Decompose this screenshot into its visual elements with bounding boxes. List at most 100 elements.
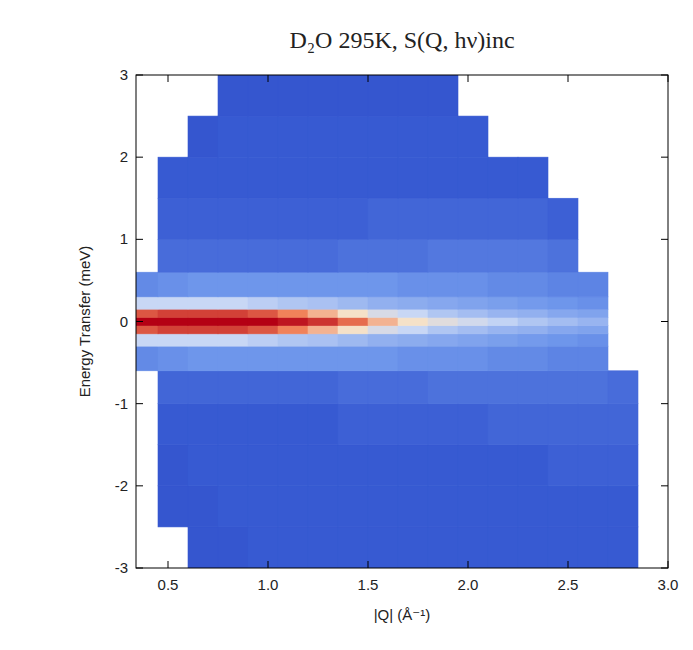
heatmap-cell xyxy=(608,527,638,568)
heatmap-cell xyxy=(458,527,488,568)
heatmap-cell xyxy=(188,239,218,272)
heatmap-cell xyxy=(488,371,518,404)
heatmap-cell xyxy=(136,317,158,325)
heatmap-cell xyxy=(308,346,338,371)
heatmap-cell xyxy=(188,334,218,346)
heatmap-cell xyxy=(518,486,548,527)
heatmap-cell xyxy=(158,309,188,317)
x-tick-label: 1.5 xyxy=(358,576,379,593)
heatmap-cell xyxy=(188,198,218,239)
heatmap-cell xyxy=(278,309,308,317)
heatmap-cell xyxy=(218,404,248,445)
heatmap-cell xyxy=(188,346,218,371)
heatmap-cell xyxy=(308,116,338,157)
heatmap-cell xyxy=(278,326,308,334)
heatmap-cell xyxy=(518,157,548,198)
y-tick xyxy=(661,75,668,76)
heatmap-cell xyxy=(428,346,458,371)
x-tick xyxy=(168,561,169,568)
heatmap-cell xyxy=(308,317,338,325)
heatmap-cell xyxy=(488,239,518,272)
heatmap-cell xyxy=(248,116,278,157)
heatmap-cell xyxy=(158,198,188,239)
heatmap-cell xyxy=(398,527,428,568)
heatmap-cell xyxy=(518,317,548,325)
heatmap-cell xyxy=(518,445,548,486)
heatmap-cell xyxy=(398,346,428,371)
x-tick xyxy=(368,75,369,82)
heatmap-cell xyxy=(428,317,458,325)
heatmap-cell xyxy=(578,317,608,325)
y-tick-label: -1 xyxy=(115,395,128,412)
heatmap-cell xyxy=(308,371,338,404)
heatmap-cell xyxy=(578,486,608,527)
heatmap-cell xyxy=(398,116,428,157)
heatmap-cell xyxy=(158,297,188,309)
y-tick-label: 2 xyxy=(120,148,128,165)
heatmap-cell xyxy=(308,404,338,445)
heatmap-cell xyxy=(188,371,218,404)
heatmap-cell xyxy=(398,334,428,346)
x-axis-title: |Q| (Å⁻¹) xyxy=(374,606,431,623)
heatmap-cell xyxy=(136,309,158,317)
heatmap-cell xyxy=(338,404,368,445)
heatmap-cell xyxy=(368,116,398,157)
y-tick xyxy=(661,568,668,569)
y-tick-label: 0 xyxy=(120,313,128,330)
heatmap-cell xyxy=(548,371,578,404)
heatmap-cell xyxy=(488,445,518,486)
y-tick xyxy=(136,75,143,76)
heatmap-cell xyxy=(188,116,218,157)
y-tick-label: -3 xyxy=(115,559,128,576)
heatmap-cell xyxy=(218,346,248,371)
heatmap-cell xyxy=(158,404,188,445)
heatmap-cell xyxy=(518,334,548,346)
heatmap-cell xyxy=(578,404,608,445)
heatmap-cell xyxy=(158,445,188,486)
y-tick xyxy=(136,568,143,569)
heatmap-cell xyxy=(308,198,338,239)
heatmap-cell xyxy=(338,527,368,568)
heatmap-cell xyxy=(578,334,608,346)
heatmap-cell xyxy=(578,527,608,568)
heatmap-cell xyxy=(398,272,428,297)
heatmap-cell xyxy=(518,198,548,239)
heatmap-cell xyxy=(248,157,278,198)
heatmap-cell xyxy=(218,445,248,486)
heatmap-cell xyxy=(158,239,188,272)
heatmap-cells xyxy=(136,75,638,568)
heatmap-cell xyxy=(188,445,218,486)
heatmap-cell xyxy=(548,486,578,527)
heatmap-cell xyxy=(428,272,458,297)
heatmap-cell xyxy=(608,486,638,527)
heatmap-cell xyxy=(278,239,308,272)
heatmap-cell xyxy=(518,326,548,334)
heatmap-cell xyxy=(136,326,158,334)
heatmap-cell xyxy=(218,326,248,334)
y-tick xyxy=(136,321,143,322)
heatmap-cell xyxy=(428,404,458,445)
heatmap-cell xyxy=(458,346,488,371)
heatmap-cell xyxy=(218,75,248,116)
x-tick xyxy=(468,561,469,568)
heatmap-cell xyxy=(368,272,398,297)
heatmap-cell xyxy=(248,527,278,568)
heatmap-cell xyxy=(398,75,428,116)
heatmap-cell xyxy=(278,297,308,309)
heatmap-cell xyxy=(338,445,368,486)
x-tick xyxy=(568,75,569,82)
heatmap-cell xyxy=(136,334,158,346)
heatmap-cell xyxy=(548,527,578,568)
heatmap-cell xyxy=(248,371,278,404)
heatmap-cell xyxy=(218,239,248,272)
heatmap-cell xyxy=(158,272,188,297)
y-tick xyxy=(661,239,668,240)
heatmap-cell xyxy=(428,334,458,346)
x-tick xyxy=(168,75,169,82)
heatmap-cell xyxy=(188,309,218,317)
heatmap-cell xyxy=(308,527,338,568)
heatmap-cell xyxy=(278,346,308,371)
heatmap-cell xyxy=(188,317,218,325)
heatmap-cell xyxy=(308,297,338,309)
heatmap-cell xyxy=(548,272,578,297)
